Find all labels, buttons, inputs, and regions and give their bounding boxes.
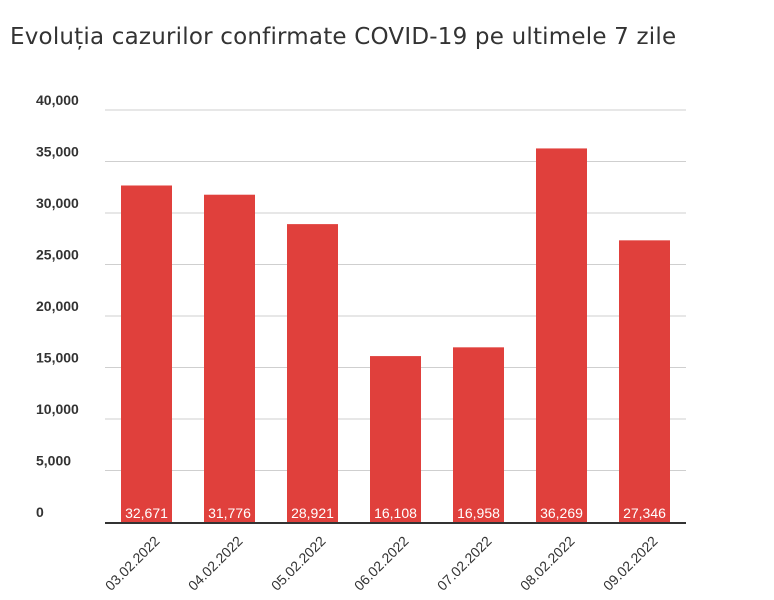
x-tick-label: 08.02.2022 — [517, 533, 578, 594]
bar-value-label: 16,108 — [374, 505, 417, 521]
y-tick-label: 5,000 — [36, 453, 71, 469]
x-tick-label: 04.02.2022 — [185, 533, 246, 594]
bars — [121, 148, 670, 523]
y-tick-label: 10,000 — [36, 401, 79, 417]
y-tick-label: 15,000 — [36, 350, 79, 366]
y-tick-label: 40,000 — [36, 92, 79, 108]
y-tick-label: 30,000 — [36, 195, 79, 211]
bar — [287, 224, 338, 522]
bar-value-label: 27,346 — [623, 505, 666, 521]
x-tick-label: 09.02.2022 — [600, 533, 661, 594]
bar — [204, 194, 255, 522]
x-tick-label: 06.02.2022 — [351, 533, 412, 594]
bar-value-label: 16,958 — [457, 505, 500, 521]
y-tick-label: 20,000 — [36, 298, 79, 314]
y-tick-label: 25,000 — [36, 247, 79, 263]
bar-value-label: 31,776 — [208, 505, 251, 521]
bar — [536, 148, 587, 522]
bar — [619, 240, 670, 523]
bar — [370, 356, 421, 522]
x-tick-label: 03.02.2022 — [102, 533, 163, 594]
data-labels: 32,671 31,776 28,921 16,108 16,958 36,269 27,3… — [125, 505, 666, 521]
bar-value-label: 36,269 — [540, 505, 583, 521]
bar-value-label: 28,921 — [291, 505, 334, 521]
bar — [121, 185, 172, 522]
x-tick-label: 07.02.2022 — [434, 533, 495, 594]
x-tick-label: 05.02.2022 — [268, 533, 329, 594]
y-axis-ticks: 0 5,000 10,000 15,000 20,000 25,000 30,000 35,0… — [36, 92, 79, 520]
chart-title: Evoluția cazurilor confirmate COVID-19 p… — [10, 24, 677, 50]
bar-value-label: 32,671 — [125, 505, 168, 521]
bar — [453, 347, 504, 522]
x-axis-labels: 03.02.2022 04.02.2022 05.02.2022 06.02.2022… — [102, 533, 661, 594]
y-tick-label: 0 — [36, 504, 44, 520]
y-tick-label: 35,000 — [36, 144, 79, 160]
